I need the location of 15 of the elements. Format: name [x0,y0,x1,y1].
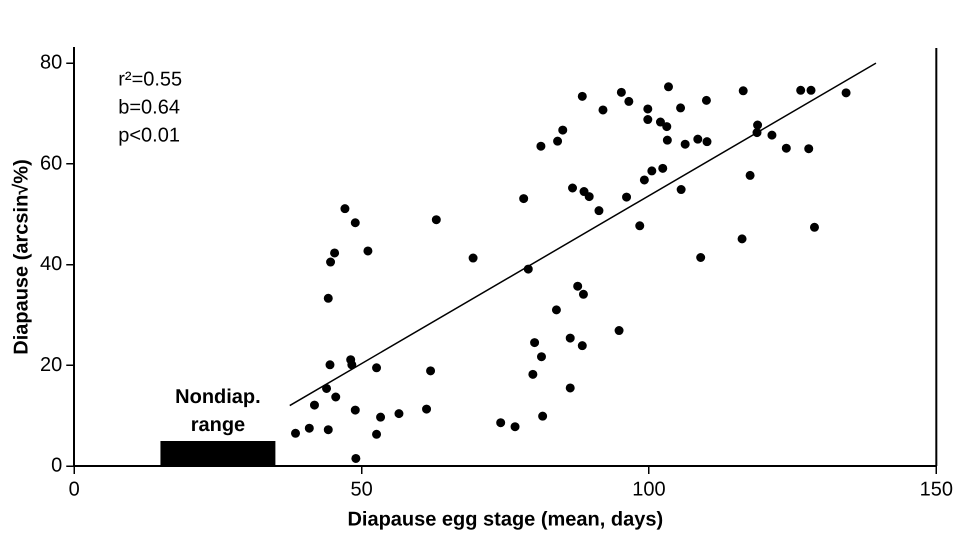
y-tick-label: 80 [40,52,62,74]
x-tick-label: 150 [920,478,954,501]
x-tick-label: 100 [632,478,666,501]
band-label: Nondiap. range [175,386,261,436]
x-axis-title: Diapause egg stage (mean, days) [347,508,664,531]
annotation: p<0.01 [118,124,180,147]
x-tick-label: 50 [350,478,373,501]
x-tick-label: 0 [68,478,80,501]
y-axis-title: Diapause (arcsin√%) [10,159,33,355]
annotation: r²=0.55 [118,68,182,91]
y-tick-label: 0 [51,454,62,477]
y-tick-label: 40 [40,253,62,276]
y-tick-label: 20 [40,354,62,376]
annotation: b=0.64 [118,96,180,119]
y-tick-label: 60 [40,152,62,174]
